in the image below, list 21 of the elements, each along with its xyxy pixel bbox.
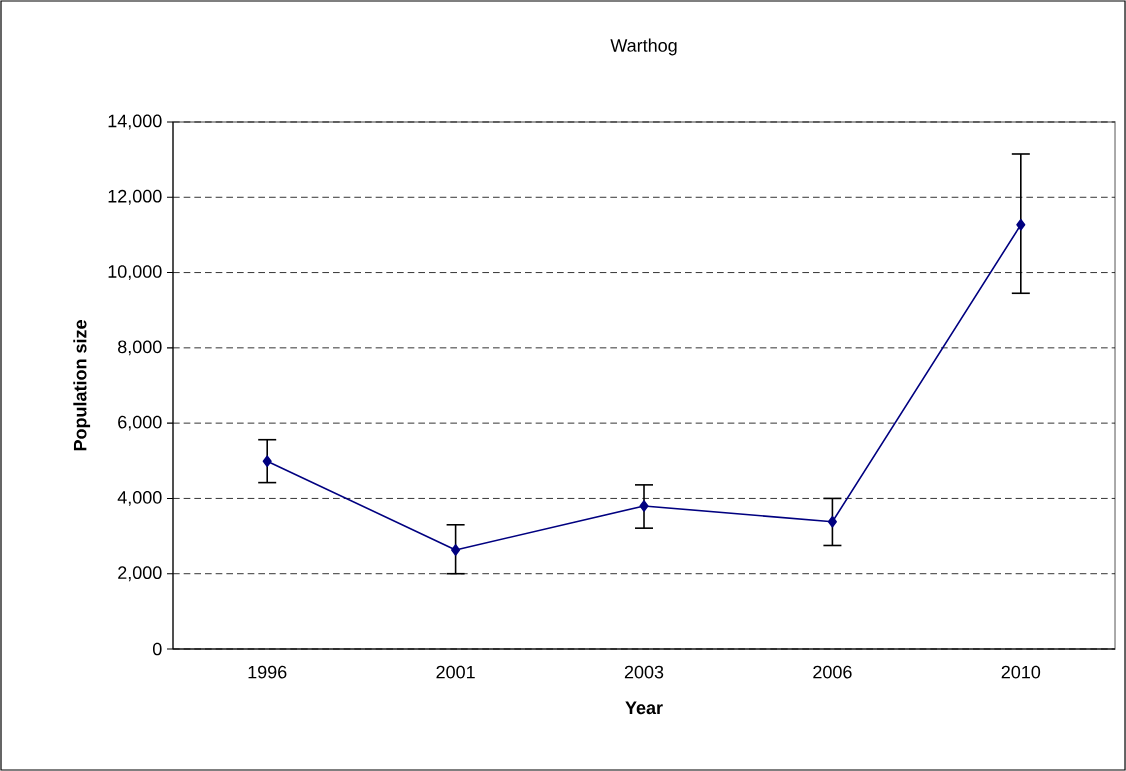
y-tick-label: 8,000 xyxy=(118,340,162,356)
point xyxy=(827,515,837,528)
x-tick-label: 2001 xyxy=(436,665,475,679)
point xyxy=(639,500,649,512)
x-axis-title: Year xyxy=(625,701,663,715)
x-tick-label: 2006 xyxy=(813,665,852,679)
y-tick-label: 2,000 xyxy=(118,566,162,582)
y-tick-label: 12,000 xyxy=(108,189,162,205)
y-tick-label: 0 xyxy=(152,642,162,656)
point xyxy=(1016,218,1026,231)
chart-title: Warthog xyxy=(610,38,677,56)
y-tick-label: 4,000 xyxy=(117,490,162,506)
point xyxy=(451,544,461,556)
x-tick-label: 2003 xyxy=(624,665,664,679)
y-axis-title: Population size xyxy=(73,320,91,451)
x-tick-label: 2010 xyxy=(1001,665,1041,679)
x-tick-label: 1996 xyxy=(248,665,287,679)
y-tick-label: 10,000 xyxy=(108,265,162,280)
y-tick-label: 6,000 xyxy=(118,415,162,431)
y-tick-label: 14,000 xyxy=(108,114,162,130)
point xyxy=(262,455,272,467)
